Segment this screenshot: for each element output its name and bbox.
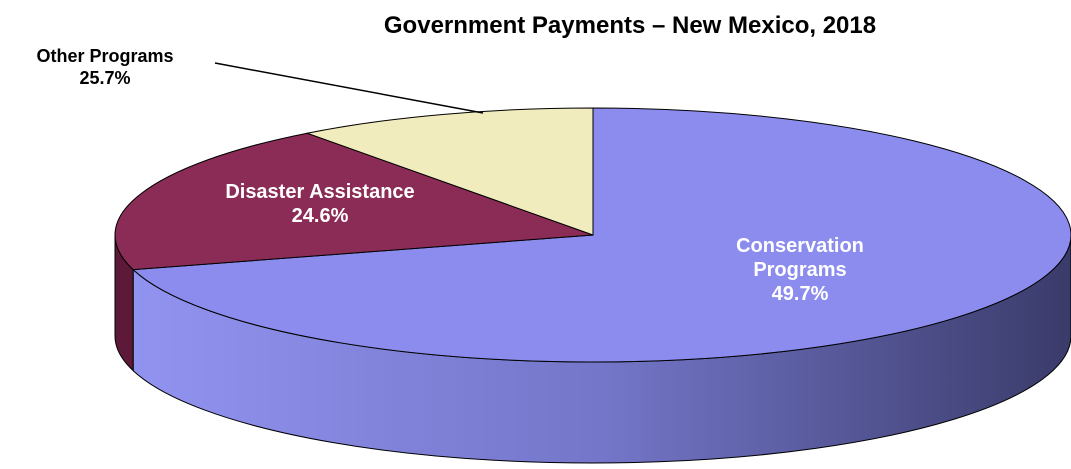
slice-name-conservation-line1: Conservation xyxy=(736,235,864,257)
slice-value-conservation-programs: 49.7% xyxy=(771,283,829,305)
chart-title: Government Payments – New Mexico, 2018 xyxy=(383,12,877,39)
slice-name-disaster-assistance: Disaster Assistance xyxy=(225,181,415,203)
pie-slice-other-programs xyxy=(305,107,594,236)
pie-top-faces xyxy=(114,107,1071,363)
slice-label-other-programs: Other Programs 25.7% xyxy=(0,45,210,89)
slice-label-disaster-assistance: Disaster Assistance 24.6% xyxy=(160,180,480,228)
slice-value-disaster-assistance: 24.6% xyxy=(291,205,349,227)
slice-name-conservation-line2: Programs xyxy=(753,259,847,281)
pie-slice-conservation-programs xyxy=(131,107,1071,363)
other-programs-leader-line xyxy=(214,62,484,114)
pie-slice-disaster-assistance xyxy=(114,132,594,271)
slice-name-other-programs: Other Programs xyxy=(36,46,174,66)
slice-value-other-programs: 25.7% xyxy=(79,68,131,88)
slice-label-conservation-programs: Conservation Programs 49.7% xyxy=(680,234,920,306)
